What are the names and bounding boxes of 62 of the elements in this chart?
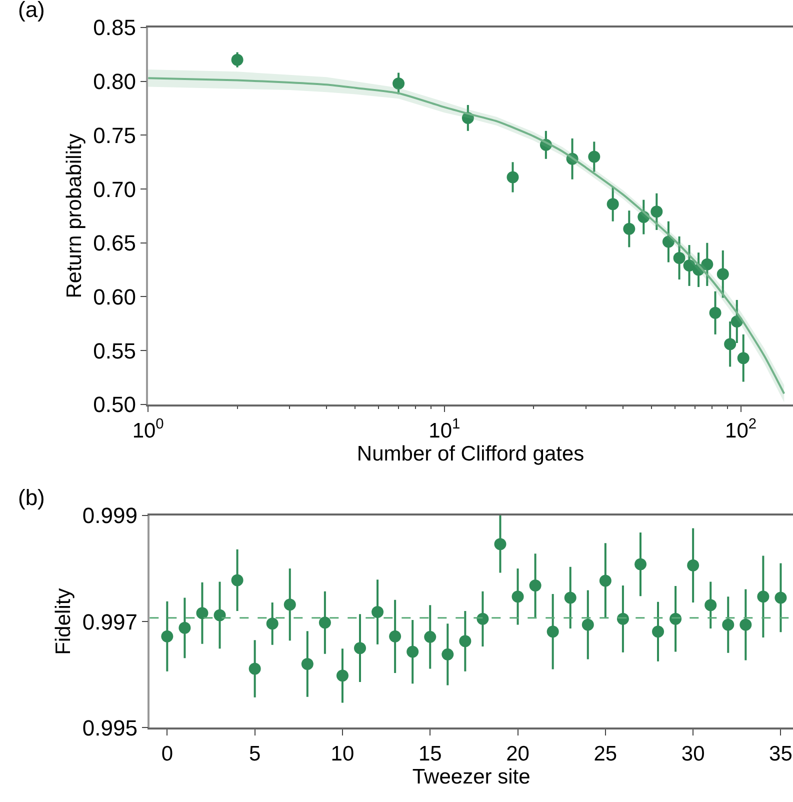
point — [599, 574, 612, 587]
y-tick-label: 0.75 — [93, 122, 136, 148]
y-tick-label: 0.80 — [93, 69, 136, 94]
x-tick-label: 0 — [161, 742, 174, 766]
point — [774, 592, 787, 604]
x-tick-label: 30 — [681, 742, 705, 766]
point — [231, 574, 244, 586]
point — [476, 612, 489, 625]
y-axis-title: Fidelity — [52, 588, 76, 655]
point — [424, 630, 436, 643]
point — [564, 592, 576, 604]
y-tick-label: 0.999 — [82, 503, 138, 528]
point — [722, 618, 734, 631]
point — [494, 538, 506, 550]
point — [757, 590, 770, 603]
point — [546, 626, 559, 638]
point — [354, 642, 366, 654]
point — [301, 658, 314, 670]
point — [266, 618, 278, 630]
y-tick-label: 0.70 — [93, 176, 136, 202]
point — [372, 606, 384, 618]
x-tick-label: 15 — [418, 742, 442, 766]
y-tick-label: 0.995 — [82, 715, 138, 740]
point — [336, 670, 348, 682]
point — [389, 630, 402, 642]
point — [740, 618, 752, 631]
y-tick-label: 0.85 — [93, 15, 136, 40]
chart-title: (a) — [18, 0, 45, 22]
point — [318, 616, 331, 629]
y-tick-label: 0.50 — [93, 392, 136, 418]
point — [459, 635, 472, 648]
point — [442, 648, 454, 660]
y-tick-label: 0.997 — [82, 609, 138, 634]
x-tick-label: 10$^{0}$ — [132, 416, 164, 442]
point — [652, 626, 664, 638]
x-tick-label: 10 — [330, 742, 354, 766]
y-tick-label: 0.55 — [93, 338, 136, 364]
x-tick-label: 5 — [248, 742, 261, 766]
point — [161, 630, 174, 642]
x-axis-title: Tweezer site — [412, 766, 530, 789]
point — [512, 590, 524, 603]
x-tick-label: 25 — [594, 742, 618, 766]
chart-title: (b) — [18, 485, 45, 510]
point — [634, 558, 646, 570]
point — [406, 646, 419, 658]
x-tick-label: 10$^{2}$ — [725, 416, 757, 442]
y-axis-title: Return probability — [62, 133, 86, 298]
x-tick-label: 35 — [769, 742, 792, 766]
point — [529, 579, 542, 592]
point — [248, 662, 261, 675]
x-tick-label: 10$^{1}$ — [428, 416, 460, 442]
point — [704, 599, 717, 612]
point — [582, 618, 594, 631]
y-tick-label: 0.60 — [93, 284, 136, 310]
x-axis-title: Number of Clifford gates — [356, 442, 584, 466]
point — [178, 622, 191, 634]
point — [284, 598, 296, 611]
point — [214, 609, 226, 622]
x-tick-label: 20 — [506, 742, 530, 766]
point — [687, 559, 700, 572]
point — [196, 607, 208, 620]
y-tick-label: 0.65 — [93, 230, 136, 256]
